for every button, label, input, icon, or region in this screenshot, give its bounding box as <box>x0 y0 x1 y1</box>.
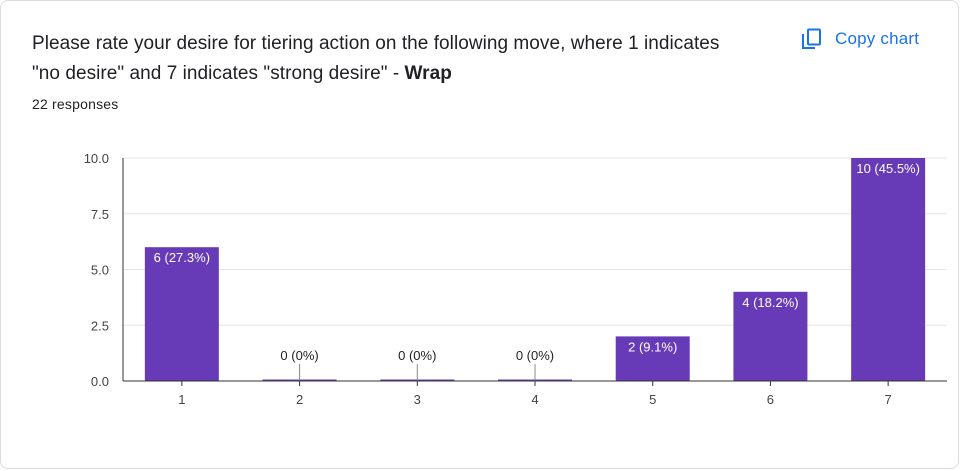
question-title-move: Wrap <box>404 63 452 84</box>
question-title-text: Please rate your desire for tiering acti… <box>32 33 720 84</box>
x-tick-label: 4 <box>531 392 538 407</box>
bar-data-label: 0 (0%) <box>516 348 554 363</box>
bar-data-label: 2 (9.1%) <box>628 339 677 354</box>
bar-data-label: 0 (0%) <box>280 348 318 363</box>
response-count: 22 responses <box>32 96 119 112</box>
x-tick-label: 5 <box>649 392 656 407</box>
bar <box>144 247 219 381</box>
y-tick-label: 0.0 <box>91 374 109 389</box>
bar-data-label: 4 (18.2%) <box>742 295 798 310</box>
bar-data-label: 0 (0%) <box>398 348 436 363</box>
bar <box>733 291 808 381</box>
bar-data-label: 6 (27.3%) <box>154 250 210 265</box>
x-tick-label: 6 <box>767 392 774 407</box>
bar <box>851 158 926 381</box>
y-tick-label: 5.0 <box>91 263 109 278</box>
x-tick-label: 3 <box>414 392 421 407</box>
bar <box>615 336 690 381</box>
y-tick-label: 10.0 <box>84 151 109 166</box>
y-tick-label: 7.5 <box>91 207 109 222</box>
copy-icon <box>799 27 823 51</box>
copy-chart-label: Copy chart <box>835 29 920 48</box>
x-tick-label: 7 <box>885 392 892 407</box>
y-tick-label: 2.5 <box>91 318 109 333</box>
x-tick-label: 2 <box>296 392 303 407</box>
x-tick-label: 1 <box>178 392 185 407</box>
copy-chart-button[interactable]: Copy chart <box>791 21 927 57</box>
bar-data-label: 10 (45.5%) <box>856 161 920 176</box>
question-title: Please rate your desire for tiering acti… <box>32 29 752 89</box>
